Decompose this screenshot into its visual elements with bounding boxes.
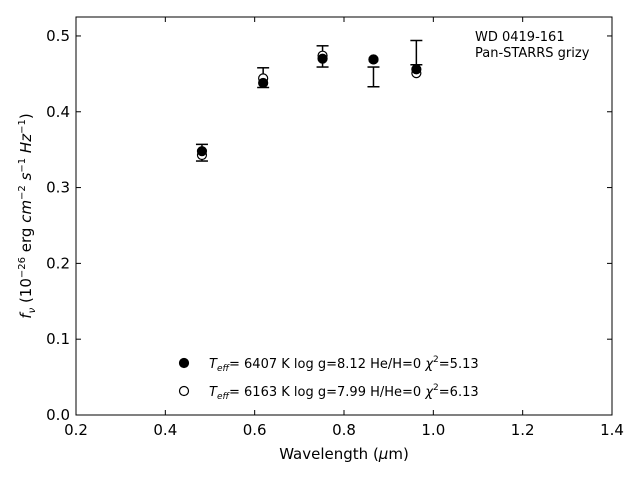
- filled-point-1: [258, 77, 269, 89]
- legend-marker-open: [178, 385, 190, 397]
- legend-marker-filled: [178, 357, 190, 369]
- legend-2-logg: log g=7.99: [294, 385, 366, 400]
- annotation-line-1: WD 0419-161: [475, 30, 565, 45]
- y-axis: 0.0 0.1 0.2 0.3 0.4 0.5: [46, 27, 612, 424]
- model-points: [196, 50, 422, 161]
- y-tick-label-3: 0.3: [46, 179, 70, 197]
- legend-entry-1: Teff= 6407 K log g=8.12 He/H=0 χ2=5.13: [209, 355, 479, 374]
- legend-2-chi2: =6.13: [439, 385, 479, 400]
- observed-errorbars: [195, 39, 423, 162]
- x-tick-label-3: 0.8: [332, 421, 356, 439]
- filled-point-2: [317, 53, 328, 64]
- plot-frame: [75, 16, 613, 416]
- y-tick-label-4: 0.4: [46, 103, 70, 121]
- y-tick-label-5: 0.5: [46, 27, 70, 45]
- x-axis: 0.2 0.4 0.6 0.8 1.0 1.2 1.4: [64, 17, 624, 439]
- legend-1-teff: 6407 K: [244, 357, 290, 372]
- x-tick-label-6: 1.4: [600, 421, 624, 439]
- legend-2-teff: 6163 K: [244, 385, 290, 400]
- annotation-line-2: Pan-STARRS grizy: [475, 46, 590, 61]
- y-tick-label-0: 0.0: [46, 406, 70, 424]
- legend-1-comp: He/H=0: [370, 357, 421, 372]
- legend: Teff= 6407 K log g=8.12 He/H=0 χ2=5.13 T…: [178, 355, 479, 402]
- x-tick-label-4: 1.0: [421, 421, 445, 439]
- legend-2-comp: H/He=0: [370, 385, 421, 400]
- filled-point-0: [196, 146, 208, 157]
- filled-point-4: [411, 64, 422, 75]
- x-tick-label-0: 0.2: [64, 421, 88, 439]
- y-tick-label-1: 0.1: [46, 330, 70, 348]
- y-axis-label: fν (10−26 erg cm−2 s−1 Hz−1): [17, 113, 38, 318]
- y-tick-label-2: 0.2: [46, 254, 70, 272]
- x-tick-label-2: 0.6: [243, 421, 267, 439]
- x-axis-label: Wavelength (μm): [279, 445, 409, 463]
- legend-1-chi2: =5.13: [439, 357, 479, 372]
- legend-1-logg: log g=8.12: [294, 357, 366, 372]
- filled-point-3: [368, 54, 379, 65]
- x-tick-label-1: 0.4: [153, 421, 177, 439]
- legend-entry-2: Teff= 6163 K log g=7.99 H/He=0 χ2=6.13: [209, 383, 479, 402]
- x-tick-label-5: 1.2: [511, 421, 535, 439]
